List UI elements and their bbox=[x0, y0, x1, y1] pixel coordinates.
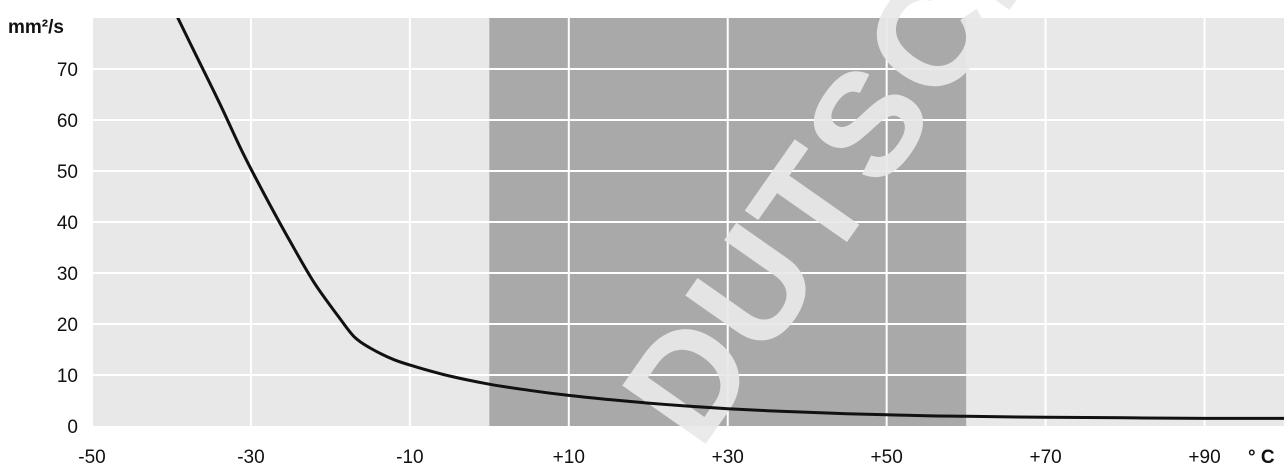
y-axis-ticks: 0 10 20 30 40 50 60 70 bbox=[57, 60, 78, 438]
viscosity-curve bbox=[176, 18, 1284, 420]
y-tick-label: 20 bbox=[57, 315, 78, 336]
y-tick-label: 10 bbox=[57, 366, 78, 387]
x-tick-label: +90 bbox=[1188, 447, 1220, 468]
y-tick-label: 50 bbox=[57, 162, 78, 183]
grid-lines bbox=[91, 18, 1284, 426]
y-axis-unit-label: mm²/s bbox=[8, 17, 64, 38]
x-tick-label: +70 bbox=[1029, 447, 1061, 468]
x-tick-label: -30 bbox=[237, 447, 264, 468]
y-tick-label: 40 bbox=[57, 213, 78, 234]
x-tick-label: -50 bbox=[78, 447, 105, 468]
x-axis-unit-label: ° C bbox=[1248, 447, 1275, 468]
x-axis-ticks: -50 -30 -10 +10 +30 +50 +70 +90 bbox=[78, 447, 1220, 468]
x-tick-label: -10 bbox=[396, 447, 423, 468]
x-tick-label: +30 bbox=[712, 447, 744, 468]
y-tick-label: 70 bbox=[57, 60, 78, 81]
y-tick-label: 0 bbox=[67, 417, 78, 438]
y-tick-label: 60 bbox=[57, 111, 78, 132]
y-tick-label: 30 bbox=[57, 264, 78, 285]
x-tick-label: +10 bbox=[553, 447, 585, 468]
x-tick-label: +50 bbox=[871, 447, 903, 468]
series-layer bbox=[176, 18, 1284, 420]
